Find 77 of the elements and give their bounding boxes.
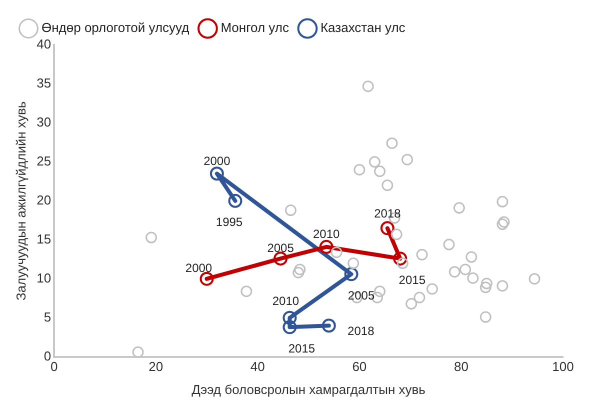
point	[480, 311, 492, 323]
point	[480, 278, 492, 290]
y-tick-label: 40	[36, 36, 52, 52]
y-tick-label: 20	[36, 192, 52, 208]
point	[396, 258, 408, 270]
point	[496, 218, 508, 230]
point	[467, 272, 479, 284]
y-tick-label: 35	[36, 76, 52, 91]
point	[348, 258, 360, 270]
legend-label: Өндөр орлоготой улсууд	[42, 20, 190, 36]
point	[496, 280, 508, 292]
point	[282, 310, 297, 325]
point	[330, 246, 342, 258]
y-tick-label: 5	[44, 309, 52, 324]
x-tick-label: 60	[352, 359, 367, 374]
point	[380, 221, 394, 236]
annotation: 2005	[348, 288, 375, 302]
annotation: 2010	[312, 227, 340, 242]
annotation: 2018	[374, 206, 402, 220]
annotation: 2015	[398, 272, 426, 287]
point	[453, 202, 465, 214]
point	[416, 248, 428, 260]
legend-label: Монгол улс	[220, 20, 290, 36]
point	[319, 240, 334, 254]
point	[362, 80, 374, 92]
x-axis-title: Дээд боловсролын хамрагдалтын хувь	[192, 382, 426, 397]
point	[496, 196, 508, 208]
point	[390, 228, 402, 240]
point	[460, 264, 472, 276]
point	[294, 264, 306, 276]
point	[344, 267, 358, 282]
legend-label: Казахстан улс	[320, 20, 406, 36]
annotation: 2015	[288, 341, 316, 356]
x-tick-label: 100	[552, 359, 574, 374]
x-tick-label: 20	[148, 359, 164, 374]
point	[132, 346, 144, 357]
point	[368, 156, 380, 168]
point	[528, 273, 540, 285]
point	[274, 252, 288, 266]
annotation: 2000	[204, 154, 231, 168]
point	[402, 154, 414, 166]
point	[200, 272, 214, 286]
point	[393, 252, 408, 266]
annotation: 2000	[185, 261, 212, 276]
x-tick-label: 80	[454, 359, 468, 374]
point	[282, 320, 297, 334]
annotation: 1995	[216, 215, 243, 230]
x-tick-label: 40	[250, 359, 265, 374]
point	[322, 318, 336, 333]
point	[406, 298, 418, 310]
point	[228, 194, 242, 208]
point	[354, 164, 366, 176]
point	[284, 204, 296, 216]
point	[426, 283, 438, 295]
point	[240, 286, 252, 298]
point	[382, 180, 394, 192]
point	[292, 266, 304, 278]
point	[386, 137, 398, 149]
point	[448, 266, 460, 278]
y-tick-label: 25	[36, 154, 52, 169]
y-tick-label: 15	[36, 231, 52, 246]
point	[374, 286, 386, 298]
y-tick-label: 10	[36, 270, 52, 286]
point	[374, 166, 386, 178]
annotation: 2010	[272, 294, 300, 308]
point	[146, 232, 158, 244]
y-tick-label: 0	[44, 348, 52, 364]
point	[210, 166, 224, 181]
point	[498, 216, 510, 228]
y-axis-title: Залуучуудын ажилгүйдлийн хувь	[13, 101, 28, 300]
point	[443, 238, 455, 250]
annotation: 2005	[267, 240, 294, 255]
y-tick-label: 30	[36, 114, 52, 130]
point	[466, 251, 478, 263]
annotation: 2018	[348, 324, 375, 338]
point	[480, 282, 492, 294]
point	[414, 292, 426, 304]
